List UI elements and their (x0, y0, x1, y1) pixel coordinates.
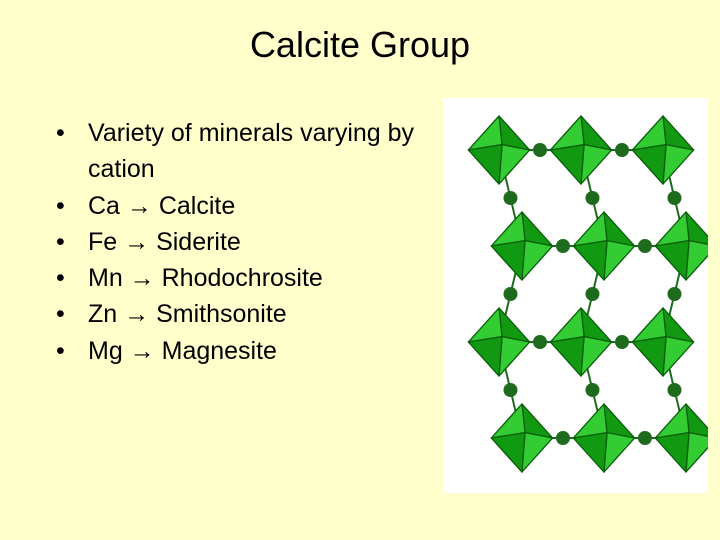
bullet-marker: • (50, 333, 88, 369)
slide: Calcite Group • Variety of minerals vary… (0, 0, 720, 540)
bullet-marker: • (50, 224, 88, 260)
bullet-marker: • (50, 296, 88, 332)
list-item: • Fe → Siderite (50, 224, 430, 260)
bullet-text: Mg → Magnesite (88, 333, 430, 369)
bullet-marker: • (50, 260, 88, 296)
bullet-text: Variety of minerals varying by cation (88, 115, 430, 188)
page-title: Calcite Group (0, 0, 720, 82)
list-item: • Zn → Smithsonite (50, 296, 430, 332)
list-item: • Variety of minerals varying by cation (50, 115, 430, 188)
list-item: • Mg → Magnesite (50, 333, 430, 369)
bullet-text: Ca → Calcite (88, 188, 430, 224)
crystal-structure-svg (443, 98, 708, 493)
list-item: • Ca → Calcite (50, 188, 430, 224)
bullet-marker: • (50, 188, 88, 224)
bullet-list: • Variety of minerals varying by cation … (50, 115, 430, 369)
list-item: • Mn → Rhodochrosite (50, 260, 430, 296)
crystal-structure-diagram (443, 98, 708, 493)
bullet-marker: • (50, 115, 88, 151)
bullet-text: Mn → Rhodochrosite (88, 260, 430, 296)
bullet-text: Zn → Smithsonite (88, 296, 430, 332)
bullet-text: Fe → Siderite (88, 224, 430, 260)
